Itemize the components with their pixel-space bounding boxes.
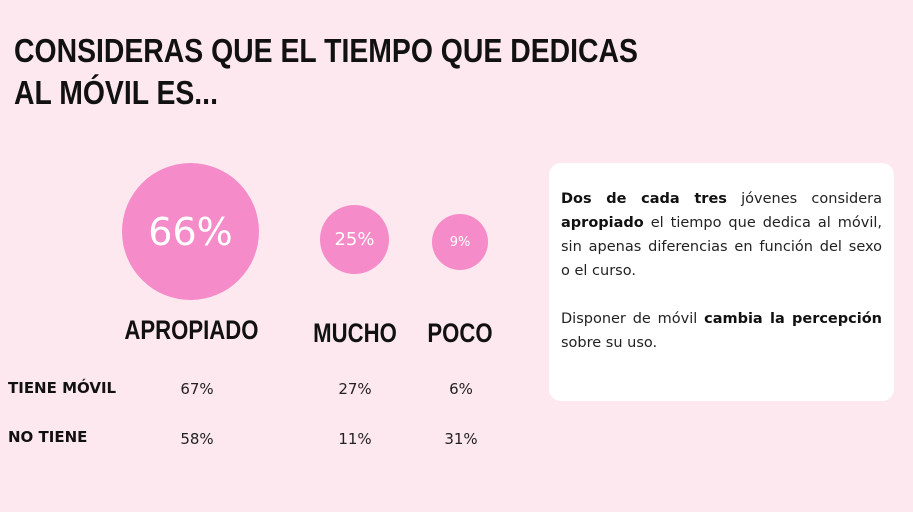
table-cell: 67% — [180, 380, 214, 398]
insight-paragraph-2: Disponer de móvil cambia la percepción s… — [561, 307, 882, 355]
row-label-tiene-movil: TIENE MÓVIL — [8, 379, 117, 397]
bubble-apropiado: 66% — [122, 163, 259, 300]
table-cell: 27% — [338, 380, 372, 398]
row-label-no-tiene: NO TIENE — [8, 428, 88, 446]
insight-emphasis: Dos de cada tres — [561, 191, 727, 207]
bubble-label-mucho: 25% — [334, 229, 375, 250]
bubble-label-poco: 9% — [449, 234, 471, 250]
insight-paragraph-1: Dos de cada tres jóvenes considera aprop… — [561, 187, 882, 283]
insight-card: Dos de cada tres jóvenes considera aprop… — [549, 163, 894, 401]
insight-text: sobre su uso. — [561, 335, 658, 351]
table-cell: 31% — [444, 430, 478, 448]
insight-text: Disponer de móvil — [561, 311, 705, 327]
category-label-poco: POCO — [427, 318, 493, 348]
category-label-mucho: MUCHO — [313, 318, 397, 348]
table-cell: 11% — [338, 430, 372, 448]
bubble-label-apropiado: 66% — [148, 209, 233, 254]
insight-emphasis: cambia la percepción — [704, 311, 882, 327]
bubble-mucho: 25% — [320, 205, 389, 274]
table-cell: 58% — [180, 430, 214, 448]
table-cell: 6% — [449, 380, 473, 398]
chart-title: CONSIDERAS QUE EL TIEMPO QUE DEDICAS AL … — [14, 30, 638, 114]
bubble-poco: 9% — [432, 214, 488, 270]
insight-text: jóvenes considera — [726, 191, 882, 207]
insight-emphasis: apropiado — [561, 215, 644, 231]
chart-title-line-1: CONSIDERAS QUE EL TIEMPO QUE DEDICAS — [14, 32, 638, 69]
category-label-apropiado: APROPIADO — [124, 315, 259, 345]
chart-title-line-2: AL MÓVIL ES... — [14, 74, 218, 111]
insight-text: el tiempo que dedica al móvil, sin apena… — [561, 215, 882, 279]
